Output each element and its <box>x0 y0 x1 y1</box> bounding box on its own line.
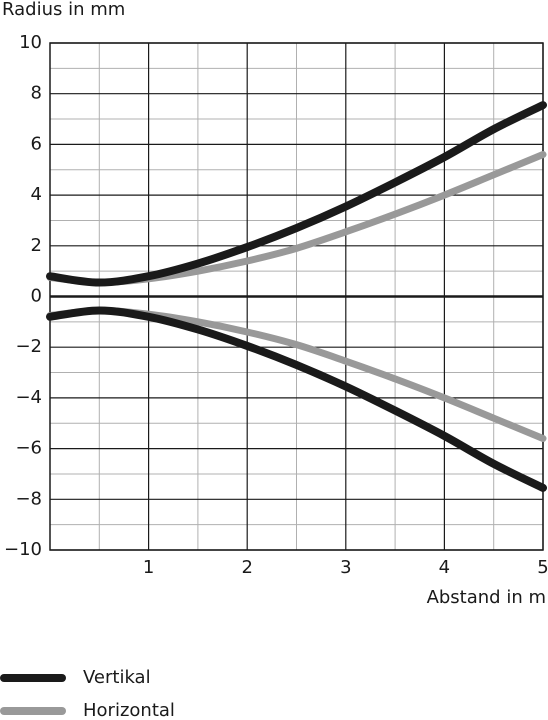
plot-frame <box>49 42 544 551</box>
y-tick-label: −6 <box>15 438 42 459</box>
x-tick-label: 4 <box>439 557 450 578</box>
y-axis-label: Radius in mm <box>2 0 125 20</box>
y-tick-label: −8 <box>15 488 42 509</box>
x-tick-label: 5 <box>537 557 548 578</box>
y-tick-label: 2 <box>31 235 42 256</box>
legend-label: Vertikal <box>83 667 151 688</box>
x-tick-label: 2 <box>241 557 252 578</box>
y-tick-label: 4 <box>31 184 42 205</box>
y-tick-label: −4 <box>15 387 42 408</box>
line <box>46 101 547 287</box>
x-axis-label: Abstand in m <box>427 587 546 608</box>
y-tick-label: −2 <box>15 336 42 357</box>
y-tick-label: 8 <box>31 83 42 104</box>
y-tick-label: −10 <box>4 539 42 560</box>
legend-label: Horizontal <box>83 700 175 720</box>
x-tick-label: 1 <box>143 557 154 578</box>
y-tick-label: 0 <box>31 286 42 307</box>
line <box>46 306 547 492</box>
y-tick-label: 10 <box>19 32 42 53</box>
x-tick-label: 3 <box>340 557 351 578</box>
y-tick-label: 6 <box>31 133 42 154</box>
